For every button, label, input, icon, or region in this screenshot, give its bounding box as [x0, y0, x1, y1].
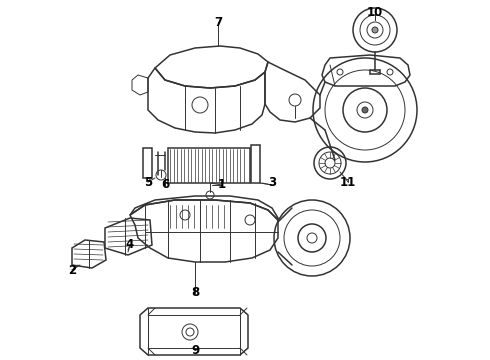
Text: 10: 10 — [367, 5, 383, 18]
Text: 11: 11 — [340, 175, 356, 189]
Text: 7: 7 — [214, 15, 222, 28]
Text: 3: 3 — [268, 175, 276, 189]
Text: 5: 5 — [144, 175, 152, 189]
Text: 9: 9 — [191, 343, 199, 356]
Text: 4: 4 — [126, 238, 134, 252]
Text: 6: 6 — [161, 179, 169, 192]
Text: 8: 8 — [191, 287, 199, 300]
Circle shape — [372, 27, 378, 33]
Text: 1: 1 — [218, 179, 226, 192]
Circle shape — [362, 107, 368, 113]
Text: 2: 2 — [68, 264, 76, 276]
